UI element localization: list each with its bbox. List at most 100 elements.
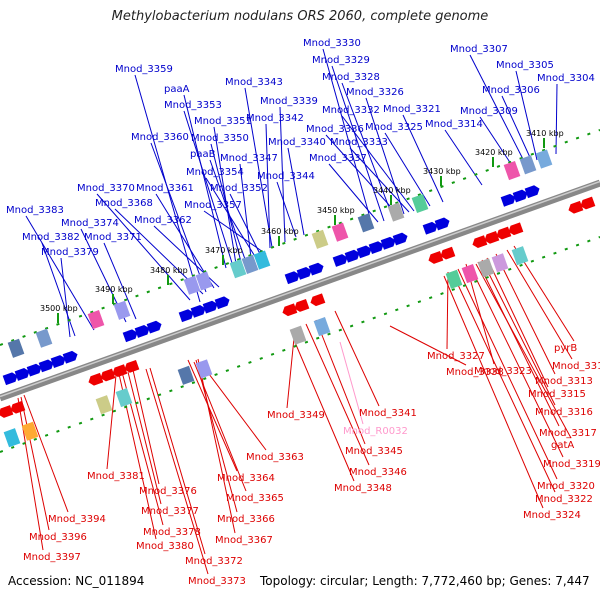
label-connector: [25, 215, 95, 331]
gene-label-forward: Mnod_3330: [303, 38, 361, 49]
label-connector: [195, 359, 238, 513]
gene-label-forward: Mnod_3347: [220, 153, 278, 164]
label-connector: [477, 261, 560, 427]
label-connector: [501, 95, 534, 165]
forward-gene-arrow: [38, 359, 54, 373]
gene-label-forward: Mnod_3344: [257, 171, 315, 182]
gene-label-forward: Mnod_3326: [346, 87, 404, 98]
gene-label-forward: Mnod_3340: [268, 137, 326, 148]
forward-gene-arrow: [26, 363, 42, 377]
gene-label-reverse: Mnod_3367: [215, 535, 273, 546]
gene-label-reverse: Mnod_3397: [23, 552, 81, 563]
label-connector: [205, 177, 257, 259]
gene-label-reverse: Mnod_3313: [535, 376, 593, 387]
kbp-label: 3410 kbp: [526, 129, 564, 138]
reverse-gene-box: [115, 388, 133, 408]
gene-label-forward: Mnod_3361: [136, 183, 194, 194]
forward-gene-arrow: [2, 372, 18, 386]
forward-gene-arrow: [380, 236, 396, 250]
gene-label-forward: Mnod_3353: [164, 100, 222, 111]
reverse-gene-arrow: [580, 196, 596, 210]
gene-label-forward: Mnod_3354: [186, 167, 244, 178]
kbp-label: 3420 kbp: [475, 148, 513, 157]
reverse-gene-box: [3, 428, 21, 448]
gene-label-forward: Mnod_3370: [77, 183, 135, 194]
label-connector: [384, 132, 431, 207]
forward-gene-box: [357, 213, 375, 233]
reverse-gene-arrow: [310, 293, 326, 307]
reverse-gene-arrow: [428, 251, 444, 264]
forward-gene-box: [7, 338, 25, 358]
gene-label-reverse: Mnod_3372: [185, 556, 243, 567]
gene-label-forward: Mnod_3359: [115, 64, 173, 75]
gene-label-reverse: gatA: [551, 440, 574, 451]
label-connector: [339, 341, 364, 425]
forward-gene-arrow: [332, 254, 348, 267]
label-connector: [469, 265, 564, 458]
label-connector: [555, 83, 558, 155]
forward-gene-box: [519, 155, 537, 175]
gene-label-reverse: Mnod_3366: [217, 514, 275, 525]
reverse-gene-arrow: [484, 230, 500, 244]
gene-label-forward: Mnod_3362: [134, 215, 192, 226]
forward-gene-box: [229, 259, 247, 279]
label-connector: [457, 268, 558, 480]
forward-gene-box: [87, 310, 105, 330]
reverse-gene-box: [313, 317, 331, 337]
genome-backbone-shine: [0, 180, 600, 398]
label-connector: [481, 259, 556, 406]
label-connector: [402, 114, 444, 203]
kbp-label: 3470 kbp: [205, 246, 243, 255]
forward-gene-box: [253, 250, 271, 270]
reverse-gene-arrow: [508, 222, 524, 236]
forward-gene-arrow: [122, 329, 138, 343]
label-connector: [286, 337, 295, 409]
reverse-gene-box: [289, 325, 307, 345]
forward-gene-arrow: [512, 189, 528, 203]
forward-gene-box: [113, 300, 131, 320]
gene-label-forward: Mnod_3357: [184, 200, 242, 211]
label-connector: [199, 361, 267, 451]
label-connector: [17, 397, 44, 551]
gene-label-reverse: Mnod_3363: [246, 452, 304, 463]
reverse-gene-box: [491, 253, 509, 273]
gene-label-forward: Mnod_3333: [330, 137, 388, 148]
forward-gene-box: [411, 193, 429, 214]
label-connector: [451, 271, 556, 493]
forward-gene-arrow: [524, 185, 540, 199]
gene-label-reverse: Mnod_3373: [188, 576, 246, 587]
reverse-gene-box: [477, 258, 495, 278]
label-connector: [197, 358, 236, 534]
gene-label-reverse: Mnod_3322: [535, 494, 593, 505]
gene-label-forward: Mnod_3304: [537, 73, 595, 84]
gene-label-reverse: Mnod_3317: [539, 428, 597, 439]
forward-gene-box: [331, 222, 349, 242]
gene-label-reverse: Mnod_3346: [349, 467, 407, 478]
gene-label-reverse: Mnod_3394: [48, 514, 106, 525]
gene-label-reverse: Mnod_3348: [334, 483, 392, 494]
gene-label-reverse: Mnod_3365: [226, 493, 284, 504]
gene-label-forward: Mnod_3306: [482, 85, 540, 96]
gene-label-forward: Mnod_3374: [61, 218, 119, 229]
gene-label-forward: Mnod_3337: [309, 153, 367, 164]
reverse-gene-arrow: [294, 299, 310, 312]
label-connector: [127, 371, 162, 505]
forward-gene-arrow: [190, 304, 206, 318]
label-connector: [132, 369, 160, 485]
reverse-gene-arrow: [88, 372, 104, 386]
forward-gene-box: [183, 275, 201, 295]
kbp-label: 3480 kbp: [150, 266, 188, 275]
gene-label-reverse: Mnod_3323: [474, 366, 532, 377]
label-connector: [293, 339, 355, 482]
forward-gene-box: [311, 229, 329, 249]
forward-gene-arrow: [62, 350, 78, 364]
forward-gene-arrow: [50, 355, 66, 368]
gene-features: [0, 149, 596, 448]
label-connector: [389, 325, 467, 366]
reverse-gene-arrow: [100, 368, 116, 382]
reverse-gene-arrow: [472, 235, 488, 249]
label-connector: [265, 123, 271, 249]
label-connector: [486, 257, 549, 388]
label-connector: [20, 396, 50, 531]
label-connector: [315, 319, 366, 445]
